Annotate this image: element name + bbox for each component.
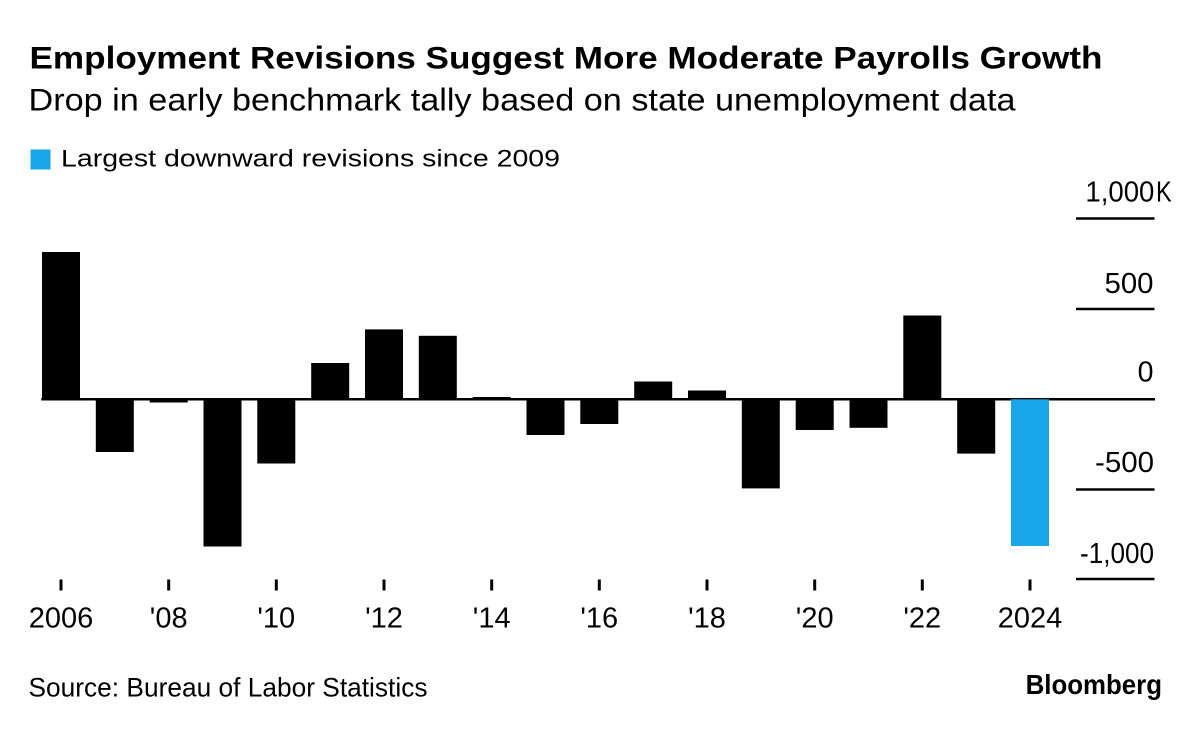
svg-text:K: K (1156, 176, 1172, 208)
svg-text:'20: '20 (796, 602, 834, 634)
svg-text:Bloomberg: Bloomberg (1026, 669, 1162, 700)
svg-text:1,000: 1,000 (1085, 176, 1154, 208)
svg-text:'18: '18 (688, 602, 726, 634)
svg-text:'22: '22 (903, 602, 941, 634)
svg-text:Largest downward revisions sin: Largest downward revisions since 2009 (61, 145, 560, 172)
svg-text:500: 500 (1105, 268, 1154, 300)
svg-text:-500: -500 (1095, 447, 1154, 479)
svg-text:'10: '10 (257, 602, 295, 634)
svg-text:-1,000: -1,000 (1080, 538, 1154, 570)
svg-text:'14: '14 (473, 602, 511, 634)
svg-text:'12: '12 (365, 602, 403, 634)
svg-text:2024: 2024 (998, 602, 1063, 634)
svg-text:2006: 2006 (29, 602, 94, 634)
svg-text:Source: Bureau of Labor Statis: Source: Bureau of Labor Statistics (29, 673, 428, 703)
svg-text:'16: '16 (580, 602, 618, 634)
svg-text:'08: '08 (150, 602, 188, 634)
svg-text:Employment Revisions Suggest M: Employment Revisions Suggest More Modera… (30, 40, 1103, 76)
svg-text:Drop in early benchmark tally: Drop in early benchmark tally based on s… (29, 82, 1017, 118)
svg-text:0: 0 (1138, 357, 1154, 389)
